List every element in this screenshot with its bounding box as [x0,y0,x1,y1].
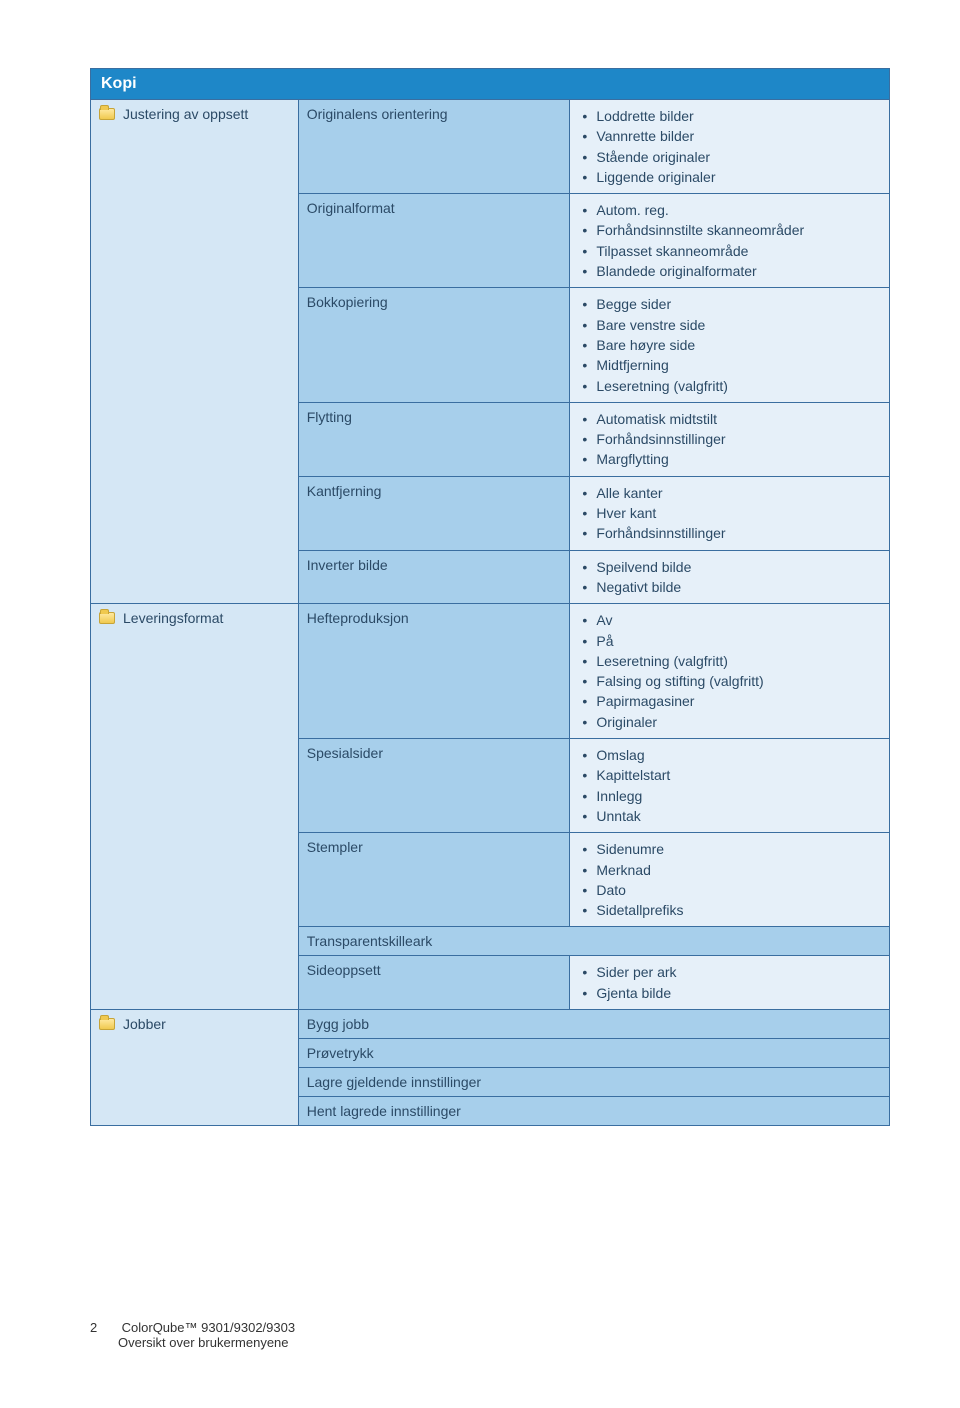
setting-values: Begge siderBare venstre sideBare høyre s… [570,288,890,402]
setting-name: Originalformat [298,194,570,288]
value-item: Av [582,610,881,630]
table-header: Kopi [91,69,890,100]
setting-name: Bokkopiering [298,288,570,402]
value-item: Sidetallprefiks [582,900,881,920]
setting-name: Bygg jobb [298,1009,889,1038]
section-label: Jobber [91,1009,299,1125]
setting-name: Flytting [298,402,570,476]
settings-table: Kopi Justering av oppsett Originalens ori… [90,68,890,1126]
value-item: Leseretning (valgfritt) [582,651,881,671]
folder-icon [99,612,115,624]
setting-name: Inverter bilde [298,550,570,604]
header-title: Kopi [101,75,137,92]
setting-name: Originalens orientering [298,100,570,194]
setting-values: Autom. reg.Forhåndsinnstilte skanneområd… [570,194,890,288]
value-item: Midtfjerning [582,355,881,375]
value-item: Sider per ark [582,962,881,982]
value-item: Forhåndsinnstilte skanneområder [582,220,881,240]
setting-values: Sider per arkGjenta bilde [570,956,890,1010]
page-footer: 2 ColorQube™ 9301/9302/9303 Oversikt ove… [90,1320,295,1350]
value-item: Begge sider [582,294,881,314]
section-label: Justering av oppsett [91,100,299,604]
value-item: Margflytting [582,449,881,469]
value-item: Omslag [582,745,881,765]
value-item: Loddrette bilder [582,106,881,126]
value-item: Tilpasset skanneområde [582,241,881,261]
value-item: Hver kant [582,503,881,523]
footer-subtitle: Oversikt over brukermenyene [118,1335,289,1350]
value-item: På [582,631,881,651]
value-item: Autom. reg. [582,200,881,220]
setting-values: Alle kanterHver kantForhåndsinnstillinge… [570,476,890,550]
value-item: Bare venstre side [582,315,881,335]
setting-values: OmslagKapittelstartInnleggUnntak [570,739,890,833]
setting-name: Prøvetrykk [298,1038,889,1067]
folder-icon [99,1018,115,1030]
value-item: Kapittelstart [582,765,881,785]
value-item: Alle kanter [582,483,881,503]
setting-name: Lagre gjeldende innstillinger [298,1067,889,1096]
setting-name: Stempler [298,833,570,927]
value-item: Vannrette bilder [582,126,881,146]
value-item: Bare høyre side [582,335,881,355]
value-item: Dato [582,880,881,900]
setting-values: Automatisk midtstiltForhåndsinnstillinge… [570,402,890,476]
setting-name: Hefteproduksjon [298,604,570,739]
folder-icon [99,108,115,120]
value-item: Speilvend bilde [582,557,881,577]
value-item: Negativt bilde [582,577,881,597]
value-item: Falsing og stifting (valgfritt) [582,671,881,691]
setting-values: Loddrette bilderVannrette bilderStående … [570,100,890,194]
setting-name: Hent lagrede innstillinger [298,1096,889,1125]
value-item: Forhåndsinnstillinger [582,429,881,449]
value-item: Blandede originalformater [582,261,881,281]
section-label-text: Justering av oppsett [123,106,248,122]
value-item: Merknad [582,860,881,880]
value-item: Leseretning (valgfritt) [582,376,881,396]
value-item: Innlegg [582,786,881,806]
setting-values: SidenumreMerknadDatoSidetallprefiks [570,833,890,927]
section-label: Leveringsformat [91,604,299,1010]
setting-name: Sideoppsett [298,956,570,1010]
value-item: Gjenta bilde [582,983,881,1003]
setting-name: Transparentskilleark [298,927,889,956]
value-item: Originaler [582,712,881,732]
value-item: Liggende originaler [582,167,881,187]
value-item: Sidenumre [582,839,881,859]
value-item: Unntak [582,806,881,826]
setting-name: Kantfjerning [298,476,570,550]
section-label-text: Leveringsformat [123,610,223,626]
page-number: 2 [90,1320,118,1335]
setting-name: Spesialsider [298,739,570,833]
value-item: Forhåndsinnstillinger [582,523,881,543]
setting-values: Speilvend bildeNegativt bilde [570,550,890,604]
product-name: ColorQube™ 9301/9302/9303 [122,1320,295,1335]
section-label-text: Jobber [123,1016,166,1032]
setting-values: AvPåLeseretning (valgfritt)Falsing og st… [570,604,890,739]
value-item: Papirmagasiner [582,691,881,711]
value-item: Automatisk midtstilt [582,409,881,429]
value-item: Stående originaler [582,147,881,167]
